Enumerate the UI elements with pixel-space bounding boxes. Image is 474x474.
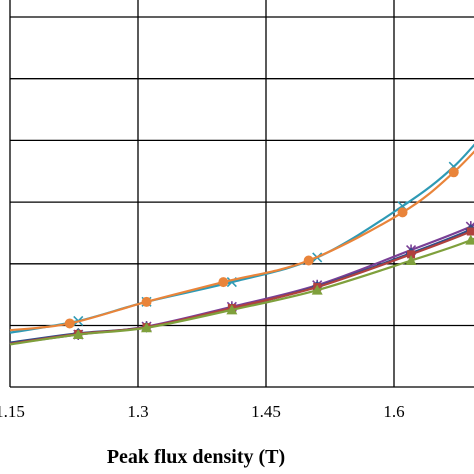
data-point	[311, 284, 323, 295]
x-tick-label: 1.45	[251, 402, 281, 421]
data-point	[466, 227, 474, 236]
data-point	[141, 296, 152, 307]
x-tick-label: 1.15	[0, 402, 25, 421]
data-point	[405, 255, 417, 266]
data-point	[141, 322, 153, 333]
x-axis-title: Peak flux density (T)	[107, 446, 285, 468]
series-line	[9, 228, 474, 345]
data-point	[226, 304, 238, 315]
x-tick-labels: 1.15 1.3 1.45 1.6	[0, 402, 405, 421]
x-tick-label: 1.6	[383, 402, 404, 421]
data-point	[303, 255, 314, 266]
grid	[9, 0, 474, 388]
data-point	[218, 277, 229, 288]
data-point	[465, 234, 474, 245]
series-line	[9, 237, 474, 346]
series-triangle	[9, 234, 474, 346]
data-point	[397, 207, 408, 218]
data-point	[407, 250, 416, 259]
series-circle	[9, 150, 474, 332]
series-layer	[9, 143, 474, 346]
data-point	[448, 167, 459, 178]
x-tick-label: 1.3	[127, 402, 148, 421]
series-square	[9, 227, 474, 345]
data-point	[72, 329, 84, 340]
data-point	[64, 318, 75, 329]
